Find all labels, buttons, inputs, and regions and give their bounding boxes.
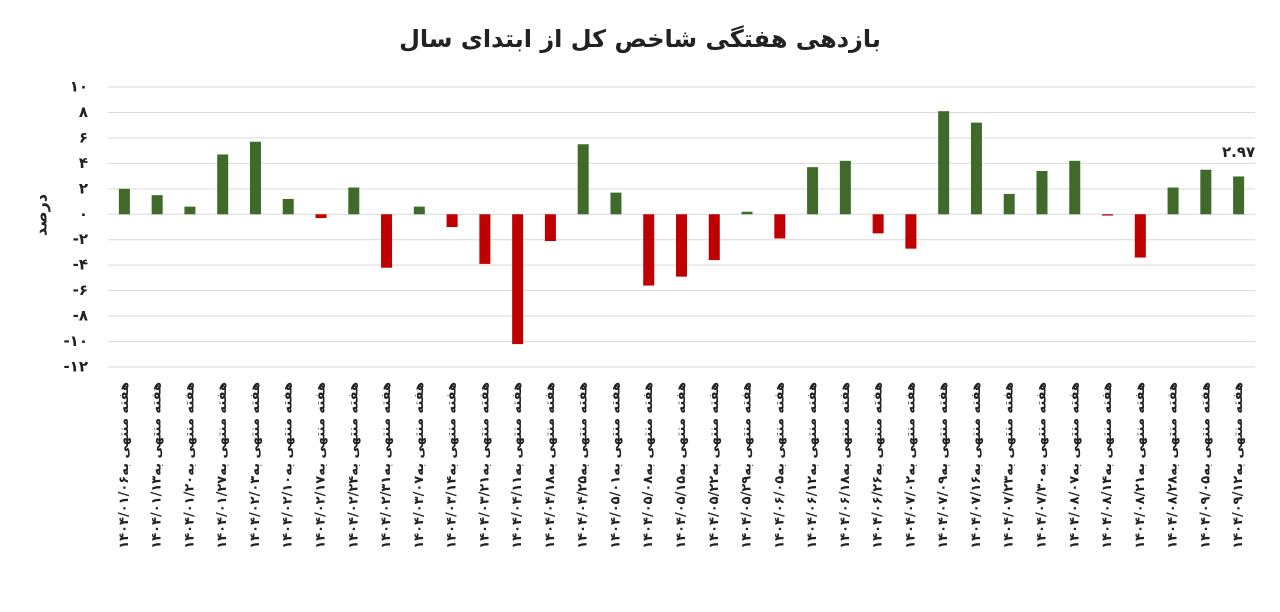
x-tick-label: هفته منتهی به۱۴۰۴/۰۶/۲۶ [871,382,886,549]
x-tick-label: هفته منتهی به۱۴۰۴/۰۹/۰۵ [1198,382,1213,549]
bar [151,195,163,215]
bar [282,199,294,215]
x-tick-label: هفته منتهی به۱۴۰۴/۰۶/۱۲ [805,382,820,549]
bar [1233,176,1245,215]
bar [217,154,229,215]
x-tick-label: هفته منتهی به۱۴۰۴/۰۳/۱۴ [445,382,460,549]
y-tick-label: ۴ [79,154,88,172]
bar [643,214,655,286]
bar [708,214,720,261]
x-tick-label: هفته منتهی به۱۴۰۴/۰۸/۲۸ [1166,382,1181,549]
x-tick-label: هفته منتهی به۱۴۰۴/۰۲/۰۳ [248,382,263,549]
x-tick-label: هفته منتهی به۱۴۰۴/۰۲/۲۴ [346,382,361,549]
bar [413,206,425,215]
bar [610,192,622,215]
bar [774,214,786,239]
x-tick-label: هفته منتهی به۱۴۰۴/۰۷/۲۳ [1002,382,1017,549]
y-tick-label: -۱۲ [63,358,88,376]
x-tick-label: هفته منتهی به۱۴۰۴/۰۸/۰۷ [1067,382,1082,549]
x-tick-label: هفته منتهی به۱۴۰۴/۰۱/۱۳ [150,382,165,549]
x-tick-label: هفته منتهی به۱۴۰۴/۰۱/۲۷ [215,382,230,549]
x-tick-label: هفته منتهی به۱۴۰۴/۰۷/۰۹ [936,382,951,549]
x-tick-label: هفته منتهی به۱۴۰۴/۰۶/۱۸ [838,382,853,549]
x-tick-label: هفته منتهی به۱۴۰۴/۰۳/۲۱ [477,382,492,549]
bar [676,214,687,277]
bar [1036,171,1048,215]
x-tick-label: هفته منتهی به۱۴۰۴/۰۵/۰۱ [608,382,623,549]
x-tick-label: هفته منتهی به۱۴۰۴/۰۵/۲۹ [740,382,755,549]
bar [249,141,261,215]
bar [1134,214,1146,258]
bar [479,214,491,264]
bar [315,214,327,219]
y-tick-label: -۸ [73,307,88,325]
bar [1003,193,1015,215]
x-tick-label: هفته منتهی به۱۴۰۴/۰۴/۱۱ [510,382,525,549]
x-tick-label: هفته منتهی به۱۴۰۴/۰۵/۲۲ [707,382,722,549]
x-tick-label: هفته منتهی به۱۴۰۴/۰۱/۰۶ [117,382,132,549]
y-tick-label: ۰ [79,205,88,223]
bar [741,211,753,215]
y-tick-label: ۸ [79,103,88,121]
x-tick-label: هفته منتهی به۱۴۰۴/۰۳/۰۷ [412,382,427,549]
x-tick-label: هفته منتهی به۱۴۰۴/۰۴/۲۵ [576,382,591,549]
bar [381,214,393,268]
bar [512,214,524,345]
chart-title: بازدهی هفتگی شاخص کل از ابتدای سال [399,25,881,53]
x-tick-label: هفته منتهی به۱۴۰۴/۰۵/۰۸ [641,382,656,549]
x-tick-label: هفته منتهی به۱۴۰۴/۰۲/۱۷ [314,382,329,549]
y-tick-label: ۶ [79,128,88,146]
bar [807,167,819,215]
bar [872,214,884,234]
x-tick-label: هفته منتهی به۱۴۰۴/۰۸/۲۱ [1133,382,1148,549]
bar [1200,169,1212,215]
bar [184,206,196,215]
bar [1167,187,1179,215]
bar [970,122,982,215]
x-tick-label: هفته منتهی به۱۴۰۴/۰۵/۱۵ [674,382,689,549]
y-tick-label: -۲ [73,230,88,248]
y-tick-label: -۶ [73,281,88,299]
data-label: ۲.۹۷ [1222,143,1255,161]
bar [446,214,458,227]
bar [905,214,917,249]
y-tick-label: ۱۰ [70,78,88,96]
x-tick-label: هفته منتهی به۱۴۰۴/۰۶/۰۵ [772,382,787,549]
x-tick-label: هفته منتهی به۱۴۰۴/۰۸/۱۴ [1100,382,1115,549]
x-tick-label: هفته منتهی به۱۴۰۴/۰۹/۱۲ [1231,382,1246,549]
y-tick-label: -۴ [73,256,88,274]
x-tick-label: هفته منتهی به۱۴۰۴/۰۷/۱۶ [969,382,984,549]
y-tick-label: -۱۰ [63,332,88,350]
bar [1102,214,1114,216]
bar [544,214,556,241]
x-tick-label: هفته منتهی به۱۴۰۴/۰۲/۳۱ [379,382,394,549]
x-tick-label: هفته منتهی به۱۴۰۴/۰۲/۱۰ [281,382,296,549]
bar [577,144,589,215]
bar [839,160,851,215]
bar [118,188,130,215]
bar [1069,160,1081,215]
x-tick-label: هفته منتهی به۱۴۰۴/۰۴/۱۸ [543,382,558,549]
x-tick-label: هفته منتهی به۱۴۰۴/۰۷/۰۲ [903,382,918,549]
bar [938,111,950,215]
x-tick-label: هفته منتهی به۱۴۰۴/۰۷/۳۰ [1034,382,1049,549]
bar [348,187,360,215]
x-tick-label: هفته منتهی به۱۴۰۴/۰۱/۲۰ [182,382,197,549]
y-axis-title: درصد [32,194,51,236]
y-tick-label: ۲ [79,179,88,197]
